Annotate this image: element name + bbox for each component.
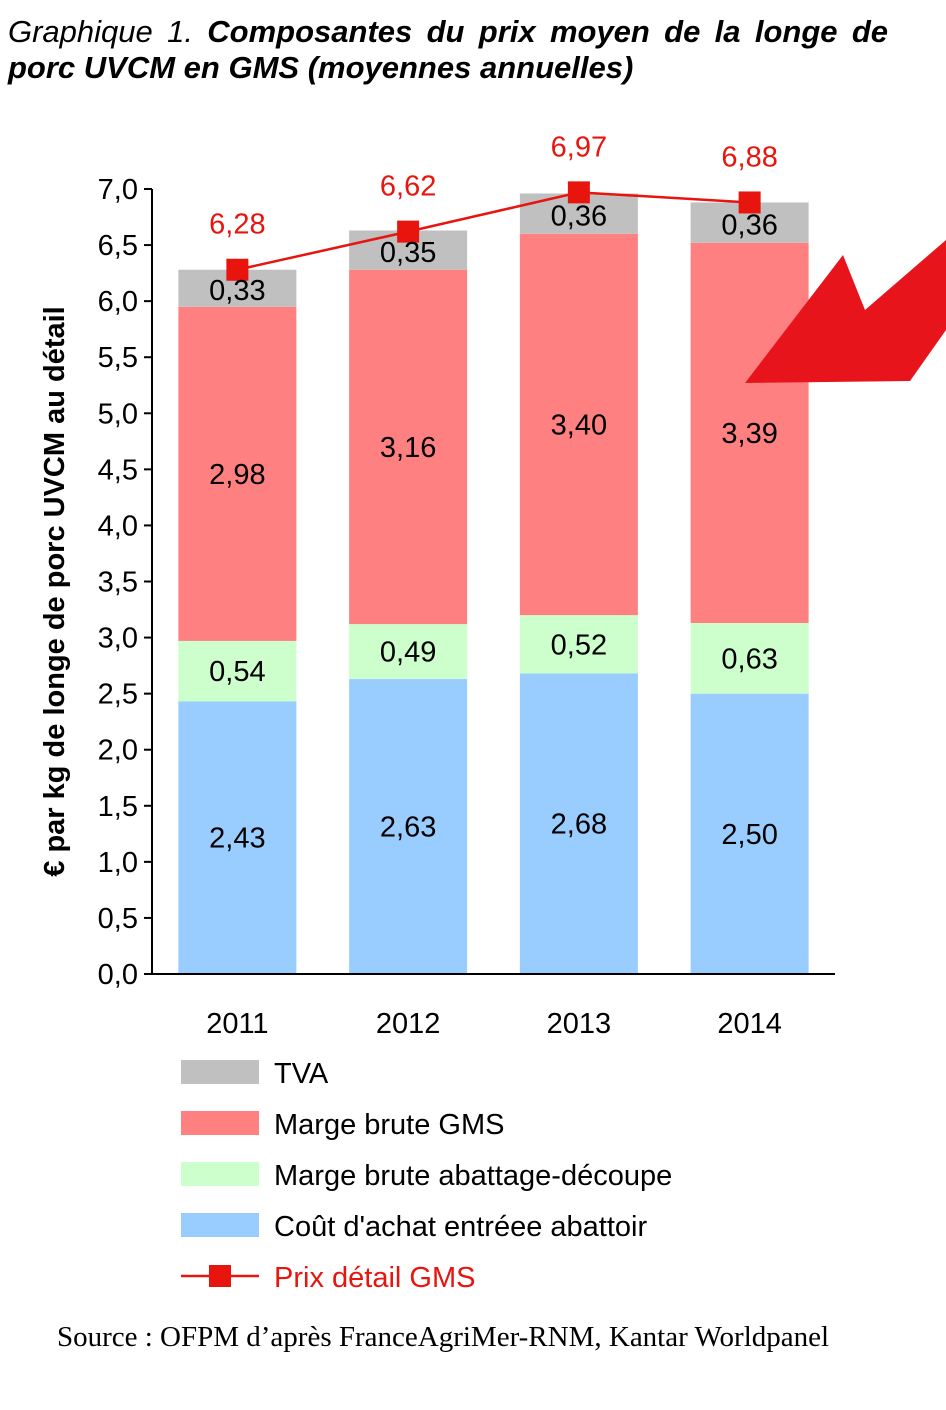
data-label-tva-2014: 0,36 <box>721 210 777 242</box>
data-label-abattage-2014: 0,63 <box>721 643 777 675</box>
data-label-tva-2013: 0,36 <box>551 201 607 233</box>
chart-title-lead: Graphique 1. <box>8 14 193 49</box>
red-arrow-shape <box>745 240 946 383</box>
y-tick-label: 6,5 <box>98 230 138 262</box>
data-label-gms-2011: 2,98 <box>209 459 265 491</box>
legend-label-gms: Marge brute GMS <box>274 1109 504 1141</box>
data-label-tva-2011: 0,33 <box>209 275 265 307</box>
price-marker-2011 <box>226 258 249 281</box>
bar-gms-2013 <box>519 233 638 616</box>
y-tick-label: 2,5 <box>98 679 138 711</box>
y-tick-label: 3,5 <box>98 567 138 599</box>
value-labels-layer: 2,43 0,54 2,98 0,33 2,63 0,49 3,16 0,35 2,68 0,52… <box>209 201 778 855</box>
y-tick-label: 3,0 <box>98 623 138 655</box>
bar-cost-2013 <box>519 673 638 974</box>
legend: TVA Marge brute GMS Marge brute abattage-d… <box>181 1058 672 1294</box>
legend-label-abattage: Marge brute abattage-découpe <box>274 1160 672 1192</box>
price-marker-2014 <box>738 191 761 214</box>
legend-swatch-abattage <box>181 1162 259 1186</box>
bar-abattage-2014 <box>690 622 809 694</box>
y-tick-label: 1,5 <box>98 791 138 823</box>
data-label-abattage-2012: 0,49 <box>380 637 436 669</box>
x-tick-label-2013: 2013 <box>547 1008 612 1040</box>
y-tick-label: 0,5 <box>98 903 138 935</box>
legend-swatch-tva <box>181 1060 259 1084</box>
x-tick-label-2011: 2011 <box>206 1008 268 1040</box>
legend-swatch-cost <box>181 1213 259 1237</box>
data-label-cost-2013: 2,68 <box>551 809 607 841</box>
price-line-layer: 6,28 6,62 6,97 6,88 <box>209 131 778 281</box>
bar-gms-2012 <box>349 269 468 625</box>
data-label-cost-2011: 2,43 <box>209 823 265 855</box>
legend-swatch-gms <box>181 1111 259 1135</box>
axes-layer: 0,0 0,5 1,0 1,5 2,0 2,5 3,0 3,5 4,0 4,5 5,0 5,5 6,0 6… <box>39 174 835 1040</box>
y-tick-label: 0,0 <box>98 959 138 991</box>
x-tick-label-2014: 2014 <box>717 1008 782 1040</box>
bar-gms-2014 <box>690 242 809 623</box>
data-label-cost-2012: 2,63 <box>380 812 436 844</box>
x-tick-label-2012: 2012 <box>376 1008 441 1040</box>
bar-abattage-2011 <box>178 640 297 702</box>
chart-title: Graphique 1. Composantes du prix moyen d… <box>8 14 888 86</box>
y-tick-label: 2,0 <box>98 735 138 767</box>
data-label-gms-2014: 3,39 <box>721 418 777 450</box>
y-tick-label: 6,0 <box>98 286 138 318</box>
stacked-bar-chart: 0,0 0,5 1,0 1,5 2,0 2,5 3,0 3,5 4,0 4,5 5,0 5,5 6,0 6… <box>39 131 946 1294</box>
legend-label-cost: Coût d'achat entréee abattoir <box>274 1211 647 1243</box>
bar-cost-2014 <box>690 693 809 974</box>
price-label-2011: 6,28 <box>209 209 265 241</box>
y-tick-label: 4,5 <box>98 454 138 486</box>
data-label-gms-2012: 3,16 <box>380 432 436 464</box>
y-axis-label: € par kg de longe de porc UVCM au détail <box>39 306 71 876</box>
y-tick-label: 5,0 <box>98 398 138 430</box>
bar-abattage-2013 <box>519 615 638 674</box>
chart-title-main: Composantes du prix moyen de la longe de… <box>8 14 888 85</box>
y-tick-label: 4,0 <box>98 510 138 542</box>
data-label-abattage-2013: 0,52 <box>551 629 607 661</box>
legend-label-price: Prix détail GMS <box>274 1262 475 1294</box>
source-note: Source : OFPM d’après FranceAgriMer-RNM,… <box>56 1321 830 1353</box>
price-marker-2012 <box>397 220 420 243</box>
data-label-tva-2012: 0,35 <box>380 237 436 269</box>
y-tick-label: 7,0 <box>98 174 138 206</box>
bar-gms-2011 <box>178 306 297 641</box>
price-label-2013: 6,97 <box>551 131 607 163</box>
data-label-gms-2013: 3,40 <box>551 410 607 442</box>
data-label-cost-2014: 2,50 <box>721 819 777 851</box>
y-tick-label: 1,0 <box>98 847 138 879</box>
legend-label-tva: TVA <box>274 1058 329 1090</box>
bar-cost-2012 <box>349 679 468 974</box>
price-marker-2013 <box>567 181 590 204</box>
y-tick-label: 5,5 <box>98 342 138 374</box>
bar-abattage-2012 <box>349 624 468 680</box>
data-label-abattage-2011: 0,54 <box>209 656 265 688</box>
bars-layer <box>178 193 809 974</box>
price-label-2012: 6,62 <box>380 171 436 203</box>
price-line <box>237 191 750 271</box>
price-label-2014: 6,88 <box>721 141 777 173</box>
legend-marker-price <box>209 1265 231 1287</box>
bar-cost-2011 <box>178 701 297 974</box>
